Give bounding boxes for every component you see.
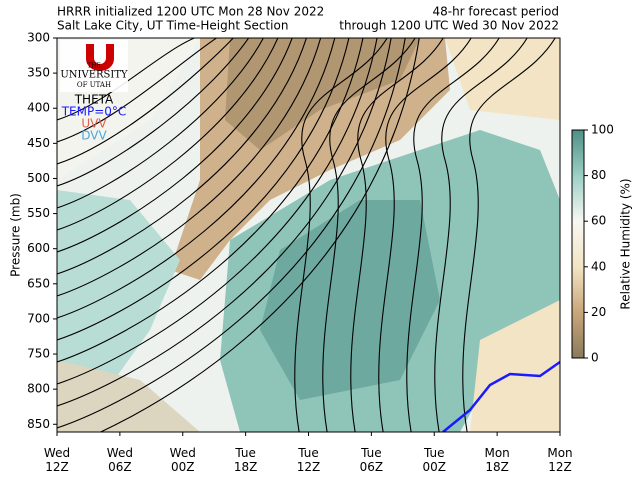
colorbar-tick-label: 100 — [591, 123, 614, 137]
logo-text: UNIVERSITY — [60, 70, 128, 81]
theta-contour — [57, 38, 293, 253]
x-tick-label: Wed 06Z — [106, 446, 133, 474]
logo: THE UNIVERSITY OF UTAH — [60, 40, 128, 92]
theta-contour — [57, 38, 196, 121]
colorbar-tick-label: 0 — [591, 351, 599, 365]
legend-entry: THETA — [74, 93, 114, 107]
y-tick-label: 800 — [27, 382, 50, 396]
theta-contour — [57, 38, 406, 429]
theta-contour — [322, 38, 416, 432]
x-tick-label: Tue 12Z — [296, 446, 321, 474]
y-tick-label: 500 — [27, 171, 50, 185]
x-tick-label: Wed 12Z — [43, 446, 71, 474]
chart-subtitle-right: through 1200 UTC Wed 30 Nov 2022 — [339, 19, 559, 33]
x-tick-label: Tue 18Z — [233, 446, 258, 474]
theta-contour — [57, 38, 307, 275]
theta-contour — [57, 38, 264, 209]
x-tick-label: Mon 18Z — [484, 446, 510, 474]
legend-entry: DVV — [81, 129, 107, 143]
theta-contour — [57, 38, 336, 319]
theta-contour — [57, 38, 279, 231]
theta-contour — [57, 38, 350, 341]
y-tick-label: 400 — [27, 101, 50, 115]
y-tick-label: 650 — [27, 276, 50, 290]
theta-contour — [350, 38, 444, 432]
colorbar-scale — [571, 129, 585, 359]
y-tick-label: 700 — [27, 311, 50, 325]
logo-text: OF UTAH — [77, 81, 111, 89]
theta-contour — [57, 38, 392, 407]
legend-entry: TEMP=0°C — [61, 105, 127, 119]
theta-contour — [406, 38, 500, 432]
chart-title: HRRR initialized 1200 UTC Mon 28 Nov 202… — [57, 5, 324, 19]
logo-text: THE — [87, 63, 101, 70]
x-tick-label: Tue 06Z — [359, 446, 384, 474]
colorbar-tick-label: 40 — [591, 259, 606, 273]
theta-contour — [434, 38, 528, 432]
rh-field — [57, 38, 560, 432]
x-tick-label: Tue 00Z — [422, 446, 447, 474]
theta-contour — [57, 38, 364, 363]
colorbar-tick-label: 20 — [591, 305, 606, 319]
theta-contour — [57, 38, 234, 165]
colorbar-tick-label: 80 — [591, 168, 606, 182]
y-tick-label: 350 — [27, 66, 50, 80]
theta-contour — [57, 38, 322, 297]
colorbar-label: Relative Humidity (%) — [619, 178, 633, 309]
theta-contour — [57, 38, 218, 143]
theta-contour — [294, 38, 388, 432]
theta-contour — [57, 38, 250, 187]
y-tick-label: 450 — [27, 136, 50, 150]
theta-contour — [99, 38, 420, 432]
chart-title-right: 48-hr forecast period — [432, 5, 559, 19]
legend-entry: UVV — [81, 117, 107, 131]
x-tick-label: Mon 12Z — [547, 446, 573, 474]
y-tick-label: 750 — [27, 347, 50, 361]
y-tick-label: 850 — [27, 417, 50, 431]
x-tick-label: Wed 00Z — [169, 446, 196, 474]
theta-contour — [57, 38, 378, 385]
theta-contour — [378, 38, 472, 432]
colorbar: 0 20 40 60 80 100 Relative Humidity (%) — [571, 123, 633, 365]
colorbar-tick-label: 60 — [591, 214, 606, 228]
freezing-line — [442, 360, 560, 432]
y-tick-label: 550 — [27, 206, 50, 220]
theta-contour — [462, 38, 556, 432]
chart-subtitle: Salt Lake City, UT Time-Height Section — [57, 19, 288, 33]
y-tick-label: 300 — [27, 31, 50, 45]
y-tick-label: 600 — [27, 241, 50, 255]
y-axis-label: Pressure (mb) — [9, 193, 23, 277]
